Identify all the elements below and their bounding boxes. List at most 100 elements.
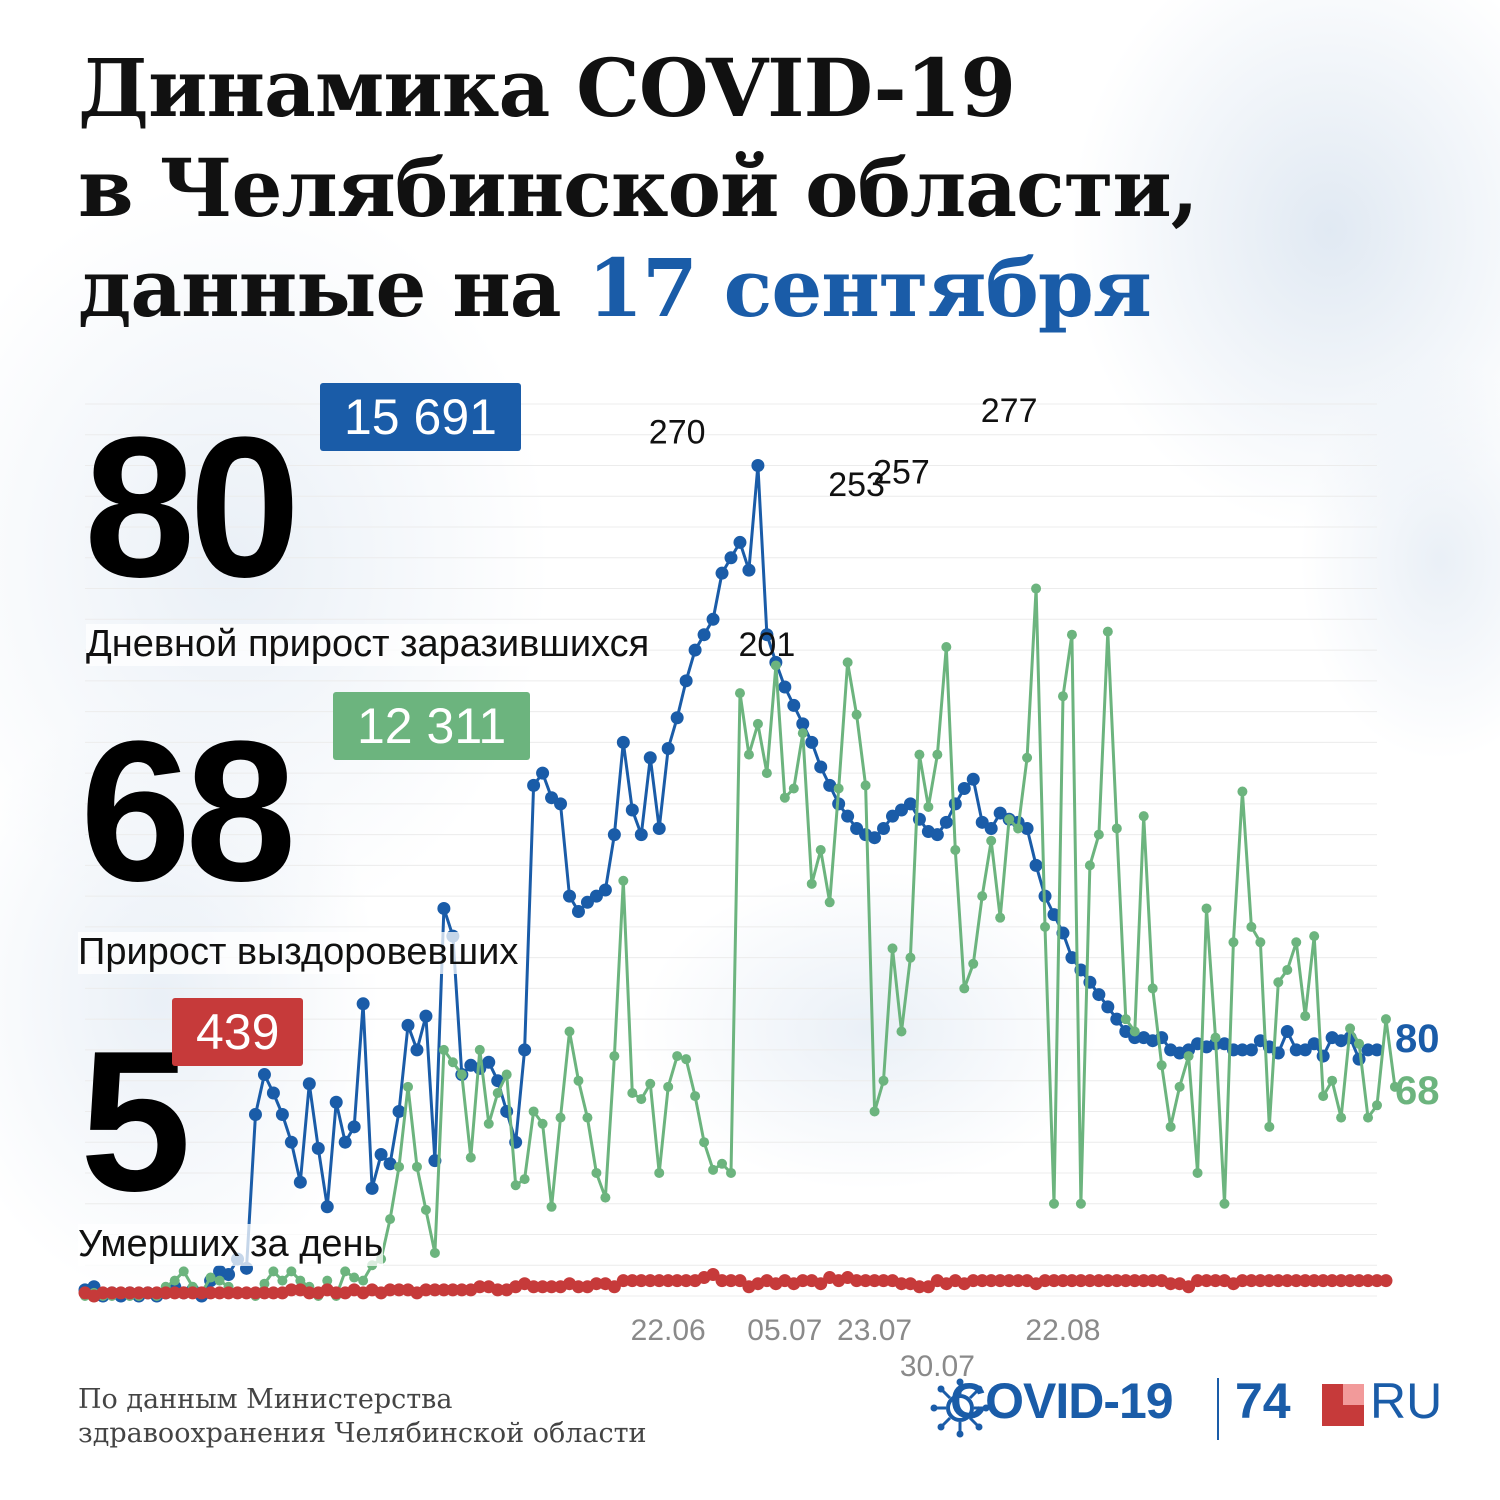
- recovered-point: [1120, 1014, 1131, 1025]
- infected-point: [222, 1267, 236, 1281]
- recovered-point: [600, 1192, 611, 1203]
- recovered-point: [322, 1275, 333, 1286]
- infected-point: [643, 751, 657, 765]
- end-label-infected: 80: [1395, 1017, 1440, 1061]
- title-line-1: Динамика COVID-19: [78, 41, 1016, 135]
- infected-point: [365, 1181, 379, 1195]
- recovered-point: [1147, 983, 1158, 994]
- title-line-2: в Челябинской области,: [78, 141, 1199, 235]
- deaths-point: [679, 1274, 693, 1288]
- recovered-point: [1093, 829, 1104, 840]
- recovered-point: [1273, 977, 1284, 988]
- recovered-point: [672, 1051, 683, 1062]
- recovered-point: [286, 1266, 297, 1277]
- infected-point: [796, 717, 810, 731]
- infected-point: [805, 735, 819, 749]
- recovered-point: [1300, 1011, 1311, 1022]
- deaths-point: [248, 1286, 262, 1300]
- infected-point: [1235, 1043, 1249, 1057]
- infected-point: [670, 711, 684, 725]
- infected-point: [939, 815, 953, 829]
- recovered-point: [492, 1087, 503, 1098]
- deaths-point: [859, 1274, 873, 1288]
- deaths-point: [1235, 1274, 1249, 1288]
- recovered-point: [456, 1069, 467, 1080]
- infected-total-badge: 15 691: [320, 383, 521, 451]
- deaths-point: [912, 1280, 926, 1294]
- recovered-total-badge: 12 311: [333, 692, 531, 760]
- recovered-point: [896, 1026, 907, 1037]
- recovered-point: [708, 1164, 719, 1175]
- recovered-point: [1237, 786, 1248, 797]
- recovered-point: [1380, 1014, 1391, 1025]
- infected-point: [1110, 1012, 1124, 1026]
- infected-point: [948, 797, 962, 811]
- deaths-point: [302, 1286, 316, 1300]
- infected-point: [966, 772, 980, 786]
- recovered-point: [842, 657, 853, 668]
- deaths-point: [1191, 1274, 1205, 1288]
- x-tick-label: 22.08: [1025, 1314, 1100, 1347]
- recovered-point: [1040, 921, 1051, 932]
- recovered-point: [555, 1112, 566, 1123]
- deaths-point: [204, 1286, 218, 1300]
- deaths-point: [383, 1283, 397, 1297]
- recovered-point: [169, 1275, 180, 1286]
- peak-label-253: 253: [828, 466, 885, 504]
- recovered-point: [788, 783, 799, 794]
- deaths-point: [455, 1283, 469, 1297]
- recovered-point: [743, 749, 754, 760]
- recovered-point: [923, 801, 934, 812]
- deaths-point: [1002, 1274, 1016, 1288]
- deaths-point: [132, 1286, 146, 1300]
- deaths-point: [1092, 1274, 1106, 1288]
- deaths-point: [1146, 1274, 1160, 1288]
- recovered-point: [914, 749, 925, 760]
- deaths-point: [966, 1274, 980, 1288]
- recovered-point: [447, 1057, 458, 1068]
- recovered-point: [268, 1266, 279, 1277]
- deaths-point: [1244, 1274, 1258, 1288]
- infected-point: [554, 797, 568, 811]
- infected-point: [1244, 1043, 1258, 1057]
- deaths-point: [177, 1286, 191, 1300]
- infected-point: [1092, 988, 1106, 1002]
- deaths-point: [545, 1280, 559, 1294]
- deaths-point: [1289, 1274, 1303, 1288]
- recovered-point: [824, 897, 835, 908]
- infected-point: [275, 1108, 289, 1122]
- recovered-point: [295, 1275, 306, 1286]
- recovered-point: [1102, 626, 1113, 637]
- deaths-point: [222, 1286, 236, 1300]
- infected-point: [733, 535, 747, 549]
- recovered-point: [1228, 937, 1239, 948]
- brand-square-icon: [1322, 1384, 1364, 1426]
- recovered-point: [690, 1091, 701, 1102]
- infected-point: [571, 905, 585, 919]
- recovered-point: [1066, 629, 1077, 640]
- deaths-label: Умерших за день: [78, 1223, 384, 1266]
- infected-point: [1289, 1043, 1303, 1057]
- infected-point: [903, 797, 917, 811]
- infected-point: [1316, 1049, 1330, 1063]
- recovered-point: [394, 1161, 405, 1172]
- infected-point: [984, 821, 998, 835]
- recovered-point: [259, 1278, 270, 1289]
- deaths-point: [589, 1277, 603, 1291]
- deaths-point: [993, 1274, 1007, 1288]
- recovered-point: [681, 1054, 692, 1065]
- infected-point: [1280, 1024, 1294, 1038]
- recovered-point: [797, 728, 808, 739]
- infected-point: [841, 809, 855, 823]
- infected-point: [1101, 1000, 1115, 1014]
- infected-point: [751, 459, 765, 473]
- recovered-point: [869, 1106, 880, 1117]
- recovered-point: [1022, 752, 1033, 763]
- recovered-point: [1013, 823, 1024, 834]
- recovered-point: [815, 845, 826, 855]
- infected-label: Дневной прирост заразившихся: [86, 623, 650, 666]
- recovered-point: [941, 641, 952, 652]
- series-deaths: [78, 1267, 1393, 1303]
- infected-point: [266, 1086, 280, 1100]
